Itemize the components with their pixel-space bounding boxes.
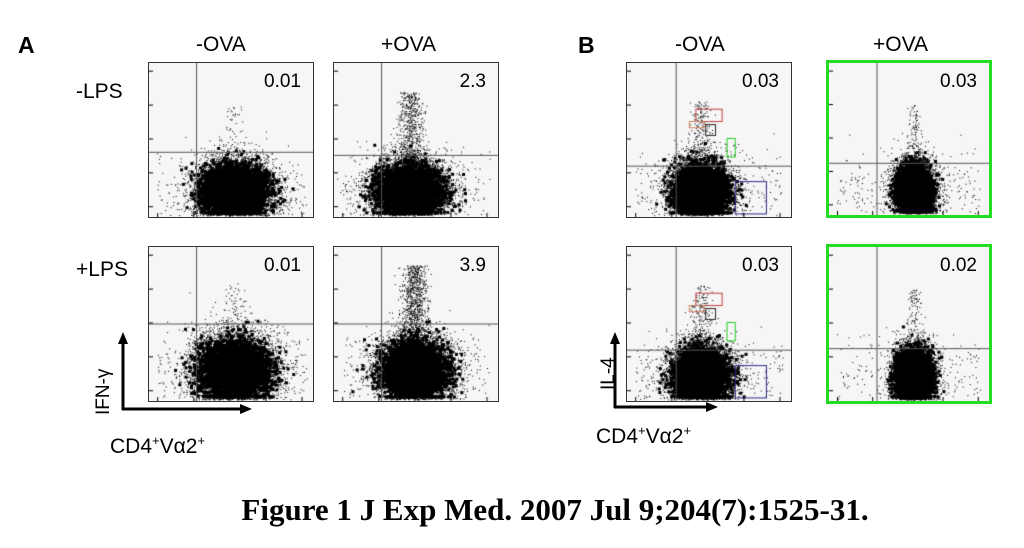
plot-b-plus-ova-minus-lps: 0.03 — [826, 60, 992, 218]
axis-arrows-a — [118, 332, 252, 414]
scatter-dots — [627, 247, 791, 401]
plot-a-minus-ova-plus-lps: 0.01 — [148, 246, 314, 402]
col-label-a-plus-ova: +OVA — [381, 33, 437, 56]
quadrant-percent: 2.3 — [459, 71, 486, 92]
quadrant-percent: 0.01 — [264, 71, 301, 92]
plot-a-plus-ova-minus-lps: 2.3 — [333, 62, 499, 218]
x-axis-text: CD4 — [110, 435, 153, 458]
x-axis-sup: + — [152, 433, 160, 448]
row-label-minus-lps: -LPS — [76, 80, 123, 103]
scatter-dots — [149, 63, 313, 217]
x-axis-label-a: CD4+Vα2+ — [110, 433, 205, 459]
plot-b-minus-ova-plus-lps: 0.03 — [626, 246, 792, 402]
scatter-dots — [334, 63, 498, 217]
scatter-dots — [334, 247, 498, 401]
plot-a-minus-ova-minus-lps: 0.01 — [148, 62, 314, 218]
x-axis-label-b: CD4+Vα2+ — [596, 423, 691, 449]
x-axis-sup: + — [683, 423, 692, 438]
scatter-dots — [149, 247, 313, 401]
x-axis-text: CD4 — [596, 425, 639, 448]
x-axis-sup: + — [197, 433, 206, 448]
quadrant-percent: 0.03 — [940, 71, 977, 92]
y-axis-label-ifn-gamma: IFN-γ — [93, 368, 114, 415]
col-label-a-minus-ova: -OVA — [196, 33, 246, 56]
y-axis-label-il4: IL-4 — [598, 357, 619, 390]
plot-a-plus-ova-plus-lps: 3.9 — [333, 246, 499, 402]
plot-b-minus-ova-minus-lps: 0.03 — [626, 62, 792, 218]
scatter-dots — [627, 63, 791, 217]
col-label-b-minus-ova: -OVA — [675, 33, 725, 56]
x-axis-text: Vα2 — [645, 425, 684, 448]
scatter-dots — [829, 247, 989, 401]
col-label-b-plus-ova: +OVA — [873, 33, 929, 56]
plot-b-plus-ova-plus-lps: 0.02 — [826, 244, 992, 404]
scatter-dots — [829, 63, 989, 215]
quadrant-percent: 0.02 — [940, 255, 977, 276]
quadrant-percent: 0.03 — [742, 71, 779, 92]
panel-a-letter: A — [18, 32, 35, 58]
row-label-plus-lps: +LPS — [76, 258, 128, 281]
x-axis-text: Vα2 — [159, 435, 198, 458]
quadrant-percent: 3.9 — [459, 255, 486, 276]
figure-caption: Figure 1 J Exp Med. 2007 Jul 9;204(7):15… — [241, 492, 869, 527]
quadrant-percent: 0.01 — [264, 255, 301, 276]
quadrant-percent: 0.03 — [742, 255, 779, 276]
x-axis-sup: + — [638, 423, 646, 438]
axis-arrows-b — [610, 332, 718, 412]
panel-b-letter: B — [578, 32, 595, 58]
